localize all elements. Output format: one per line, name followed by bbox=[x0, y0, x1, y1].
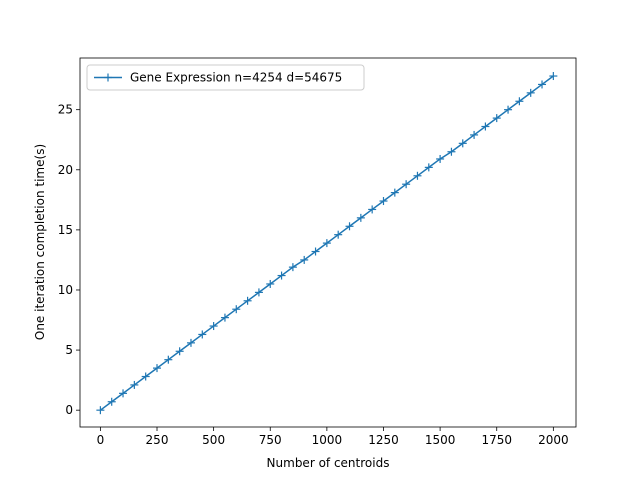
x-tick-label: 1750 bbox=[481, 433, 512, 447]
y-tick-label: 5 bbox=[65, 343, 73, 357]
x-tick-label: 500 bbox=[202, 433, 225, 447]
y-tick-label: 0 bbox=[65, 403, 73, 417]
plot-area bbox=[96, 72, 558, 415]
data-point-marker bbox=[277, 271, 286, 280]
x-tick-label: 1250 bbox=[368, 433, 399, 447]
data-point-marker bbox=[209, 322, 218, 331]
data-point-marker bbox=[186, 338, 195, 347]
data-point-marker bbox=[549, 72, 558, 81]
x-tick-label: 750 bbox=[259, 433, 282, 447]
data-point-marker bbox=[334, 230, 343, 239]
data-point-marker bbox=[492, 114, 501, 123]
data-point-marker bbox=[504, 105, 513, 114]
data-point-marker bbox=[266, 279, 275, 288]
x-tick-label: 250 bbox=[146, 433, 169, 447]
data-point-marker bbox=[107, 397, 116, 406]
data-point-marker bbox=[164, 355, 173, 364]
data-point-marker bbox=[402, 180, 411, 189]
x-tick-label: 0 bbox=[97, 433, 105, 447]
data-point-marker bbox=[481, 122, 490, 131]
data-point-marker bbox=[141, 372, 150, 381]
data-point-marker bbox=[390, 188, 399, 197]
legend-box bbox=[86, 64, 365, 91]
data-point-marker bbox=[436, 154, 445, 163]
data-point-marker bbox=[538, 80, 547, 89]
data-point-marker bbox=[300, 255, 309, 264]
data-point-marker bbox=[96, 406, 105, 415]
x-tick-label: 1500 bbox=[425, 433, 456, 447]
data-point-marker bbox=[288, 263, 297, 272]
y-tick-label: 20 bbox=[58, 163, 73, 177]
axes-frame bbox=[79, 57, 577, 428]
y-axis-title: One iteration completion time(s) bbox=[33, 144, 47, 340]
data-point-marker bbox=[311, 247, 320, 256]
data-point-marker bbox=[368, 205, 377, 214]
data-point-marker bbox=[458, 139, 467, 148]
data-point-marker bbox=[322, 239, 331, 248]
data-point-marker bbox=[175, 347, 184, 356]
y-tick-label: 15 bbox=[58, 223, 73, 237]
data-point-marker bbox=[515, 97, 524, 106]
axes: 0 250 500 750 1000 1250 1500 1750 2000 0 5 10 15 20 25 bbox=[58, 57, 577, 447]
data-point-marker bbox=[153, 364, 162, 373]
x-axis-title: Number of centroids bbox=[267, 456, 390, 470]
data-point-marker bbox=[356, 213, 365, 222]
data-point-marker bbox=[119, 389, 128, 398]
y-tick-label: 25 bbox=[58, 103, 73, 117]
data-point-marker bbox=[254, 288, 263, 297]
data-point-marker bbox=[220, 313, 229, 322]
data-point-marker bbox=[379, 197, 388, 206]
y-tick-label: 10 bbox=[58, 283, 73, 297]
data-point-marker bbox=[470, 130, 479, 139]
x-tick-label: 1000 bbox=[312, 433, 343, 447]
legend-label: Gene Expression n=4254 d=54675 bbox=[130, 71, 342, 85]
data-point-marker bbox=[130, 380, 139, 389]
data-point-marker bbox=[345, 222, 354, 231]
data-point-marker bbox=[198, 330, 207, 339]
data-point-marker bbox=[243, 296, 252, 305]
legend: Gene Expression n=4254 d=54675 bbox=[86, 64, 365, 91]
data-point-marker bbox=[413, 171, 422, 180]
data-point-marker bbox=[424, 163, 433, 172]
data-point-marker bbox=[232, 305, 241, 314]
data-point-marker bbox=[447, 147, 456, 156]
x-tick-label: 2000 bbox=[538, 433, 569, 447]
data-point-marker bbox=[526, 88, 535, 97]
